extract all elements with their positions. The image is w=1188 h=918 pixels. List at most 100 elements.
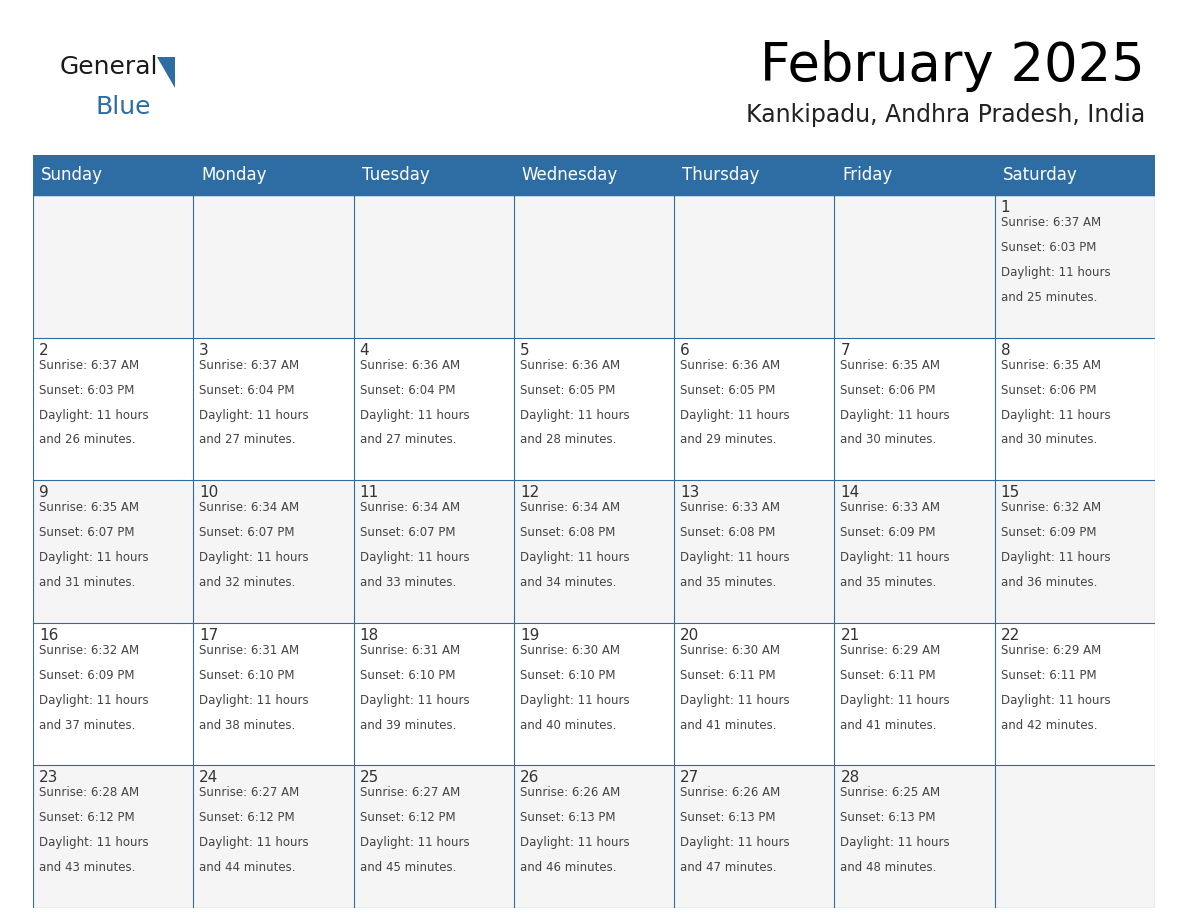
Text: Daylight: 11 hours: Daylight: 11 hours bbox=[39, 836, 148, 849]
Text: Daylight: 11 hours: Daylight: 11 hours bbox=[520, 836, 630, 849]
Text: Daylight: 11 hours: Daylight: 11 hours bbox=[360, 836, 469, 849]
Text: and 37 minutes.: and 37 minutes. bbox=[39, 719, 135, 732]
Text: and 41 minutes.: and 41 minutes. bbox=[840, 719, 937, 732]
Text: 19: 19 bbox=[520, 628, 539, 643]
Text: and 30 minutes.: and 30 minutes. bbox=[840, 433, 936, 446]
Text: 24: 24 bbox=[200, 770, 219, 786]
Text: and 26 minutes.: and 26 minutes. bbox=[39, 433, 135, 446]
Text: Sunrise: 6:30 AM: Sunrise: 6:30 AM bbox=[681, 644, 781, 656]
Text: 21: 21 bbox=[840, 628, 860, 643]
Text: Daylight: 11 hours: Daylight: 11 hours bbox=[200, 836, 309, 849]
Text: and 35 minutes.: and 35 minutes. bbox=[681, 577, 777, 589]
Text: Thursday: Thursday bbox=[682, 166, 759, 184]
Text: Sunset: 6:12 PM: Sunset: 6:12 PM bbox=[200, 812, 295, 824]
Text: and 36 minutes.: and 36 minutes. bbox=[1000, 577, 1097, 589]
Text: Daylight: 11 hours: Daylight: 11 hours bbox=[681, 551, 790, 564]
Text: Sunday: Sunday bbox=[42, 166, 103, 184]
Text: 12: 12 bbox=[520, 486, 539, 500]
Text: and 29 minutes.: and 29 minutes. bbox=[681, 433, 777, 446]
Text: Kankipadu, Andhra Pradesh, India: Kankipadu, Andhra Pradesh, India bbox=[746, 103, 1145, 127]
Text: 9: 9 bbox=[39, 486, 49, 500]
Text: Sunrise: 6:26 AM: Sunrise: 6:26 AM bbox=[520, 787, 620, 800]
Text: Sunrise: 6:27 AM: Sunrise: 6:27 AM bbox=[360, 787, 460, 800]
Text: Daylight: 11 hours: Daylight: 11 hours bbox=[1000, 409, 1111, 421]
Text: Tuesday: Tuesday bbox=[361, 166, 429, 184]
Text: 13: 13 bbox=[681, 486, 700, 500]
Text: Daylight: 11 hours: Daylight: 11 hours bbox=[681, 694, 790, 707]
Text: Daylight: 11 hours: Daylight: 11 hours bbox=[39, 409, 148, 421]
Text: Daylight: 11 hours: Daylight: 11 hours bbox=[39, 551, 148, 564]
Text: and 41 minutes.: and 41 minutes. bbox=[681, 719, 777, 732]
Text: Sunset: 6:09 PM: Sunset: 6:09 PM bbox=[39, 668, 134, 682]
Text: Monday: Monday bbox=[201, 166, 267, 184]
Text: Sunset: 6:06 PM: Sunset: 6:06 PM bbox=[1000, 384, 1097, 397]
Text: 25: 25 bbox=[360, 770, 379, 786]
Text: Daylight: 11 hours: Daylight: 11 hours bbox=[520, 694, 630, 707]
Text: and 46 minutes.: and 46 minutes. bbox=[520, 861, 617, 874]
Text: Sunrise: 6:35 AM: Sunrise: 6:35 AM bbox=[840, 359, 941, 372]
Text: Sunrise: 6:37 AM: Sunrise: 6:37 AM bbox=[39, 359, 139, 372]
Text: Sunset: 6:10 PM: Sunset: 6:10 PM bbox=[520, 668, 615, 682]
Text: 10: 10 bbox=[200, 486, 219, 500]
Text: Sunset: 6:12 PM: Sunset: 6:12 PM bbox=[360, 812, 455, 824]
Text: Sunset: 6:09 PM: Sunset: 6:09 PM bbox=[840, 526, 936, 539]
Text: 23: 23 bbox=[39, 770, 58, 786]
Text: February 2025: February 2025 bbox=[760, 40, 1145, 92]
Bar bbox=[33, 622, 1155, 766]
Text: Daylight: 11 hours: Daylight: 11 hours bbox=[1000, 266, 1111, 279]
Text: 3: 3 bbox=[200, 342, 209, 358]
Text: 5: 5 bbox=[520, 342, 530, 358]
Text: Sunrise: 6:28 AM: Sunrise: 6:28 AM bbox=[39, 787, 139, 800]
Text: Sunrise: 6:34 AM: Sunrise: 6:34 AM bbox=[360, 501, 460, 514]
Text: Sunrise: 6:34 AM: Sunrise: 6:34 AM bbox=[520, 501, 620, 514]
Text: Sunset: 6:11 PM: Sunset: 6:11 PM bbox=[1000, 668, 1097, 682]
Text: Daylight: 11 hours: Daylight: 11 hours bbox=[840, 551, 950, 564]
Text: Daylight: 11 hours: Daylight: 11 hours bbox=[520, 409, 630, 421]
Text: and 39 minutes.: and 39 minutes. bbox=[360, 719, 456, 732]
Text: Sunset: 6:11 PM: Sunset: 6:11 PM bbox=[840, 668, 936, 682]
Text: 11: 11 bbox=[360, 486, 379, 500]
Text: 22: 22 bbox=[1000, 628, 1020, 643]
Text: Daylight: 11 hours: Daylight: 11 hours bbox=[360, 694, 469, 707]
Text: 6: 6 bbox=[681, 342, 690, 358]
Text: Daylight: 11 hours: Daylight: 11 hours bbox=[681, 409, 790, 421]
Text: 2: 2 bbox=[39, 342, 49, 358]
Text: Daylight: 11 hours: Daylight: 11 hours bbox=[360, 551, 469, 564]
Text: 17: 17 bbox=[200, 628, 219, 643]
Text: Sunset: 6:10 PM: Sunset: 6:10 PM bbox=[360, 668, 455, 682]
Text: Sunset: 6:07 PM: Sunset: 6:07 PM bbox=[360, 526, 455, 539]
Text: Wednesday: Wednesday bbox=[522, 166, 618, 184]
Text: Sunrise: 6:31 AM: Sunrise: 6:31 AM bbox=[360, 644, 460, 656]
Text: Daylight: 11 hours: Daylight: 11 hours bbox=[39, 694, 148, 707]
Text: Sunset: 6:03 PM: Sunset: 6:03 PM bbox=[1000, 241, 1097, 254]
Text: Sunrise: 6:31 AM: Sunrise: 6:31 AM bbox=[200, 644, 299, 656]
Text: 4: 4 bbox=[360, 342, 369, 358]
Text: 27: 27 bbox=[681, 770, 700, 786]
Text: Daylight: 11 hours: Daylight: 11 hours bbox=[840, 409, 950, 421]
Bar bbox=[33, 766, 1155, 908]
Text: Sunrise: 6:36 AM: Sunrise: 6:36 AM bbox=[681, 359, 781, 372]
Text: and 27 minutes.: and 27 minutes. bbox=[360, 433, 456, 446]
Text: Sunset: 6:04 PM: Sunset: 6:04 PM bbox=[360, 384, 455, 397]
Text: and 44 minutes.: and 44 minutes. bbox=[200, 861, 296, 874]
Bar bbox=[33, 155, 1155, 195]
Text: 7: 7 bbox=[840, 342, 851, 358]
Bar bbox=[33, 195, 1155, 338]
Text: Sunset: 6:05 PM: Sunset: 6:05 PM bbox=[520, 384, 615, 397]
Text: and 35 minutes.: and 35 minutes. bbox=[840, 577, 936, 589]
Text: 26: 26 bbox=[520, 770, 539, 786]
Text: and 33 minutes.: and 33 minutes. bbox=[360, 577, 456, 589]
Text: 15: 15 bbox=[1000, 486, 1020, 500]
Text: 8: 8 bbox=[1000, 342, 1010, 358]
Text: Sunrise: 6:29 AM: Sunrise: 6:29 AM bbox=[840, 644, 941, 656]
Text: Sunrise: 6:32 AM: Sunrise: 6:32 AM bbox=[1000, 501, 1101, 514]
Text: Daylight: 11 hours: Daylight: 11 hours bbox=[681, 836, 790, 849]
Text: and 31 minutes.: and 31 minutes. bbox=[39, 577, 135, 589]
Text: Sunrise: 6:37 AM: Sunrise: 6:37 AM bbox=[200, 359, 299, 372]
Text: Daylight: 11 hours: Daylight: 11 hours bbox=[200, 409, 309, 421]
Text: Daylight: 11 hours: Daylight: 11 hours bbox=[360, 409, 469, 421]
Text: Daylight: 11 hours: Daylight: 11 hours bbox=[840, 836, 950, 849]
Text: and 45 minutes.: and 45 minutes. bbox=[360, 861, 456, 874]
Text: Daylight: 11 hours: Daylight: 11 hours bbox=[200, 694, 309, 707]
Text: Sunset: 6:07 PM: Sunset: 6:07 PM bbox=[200, 526, 295, 539]
